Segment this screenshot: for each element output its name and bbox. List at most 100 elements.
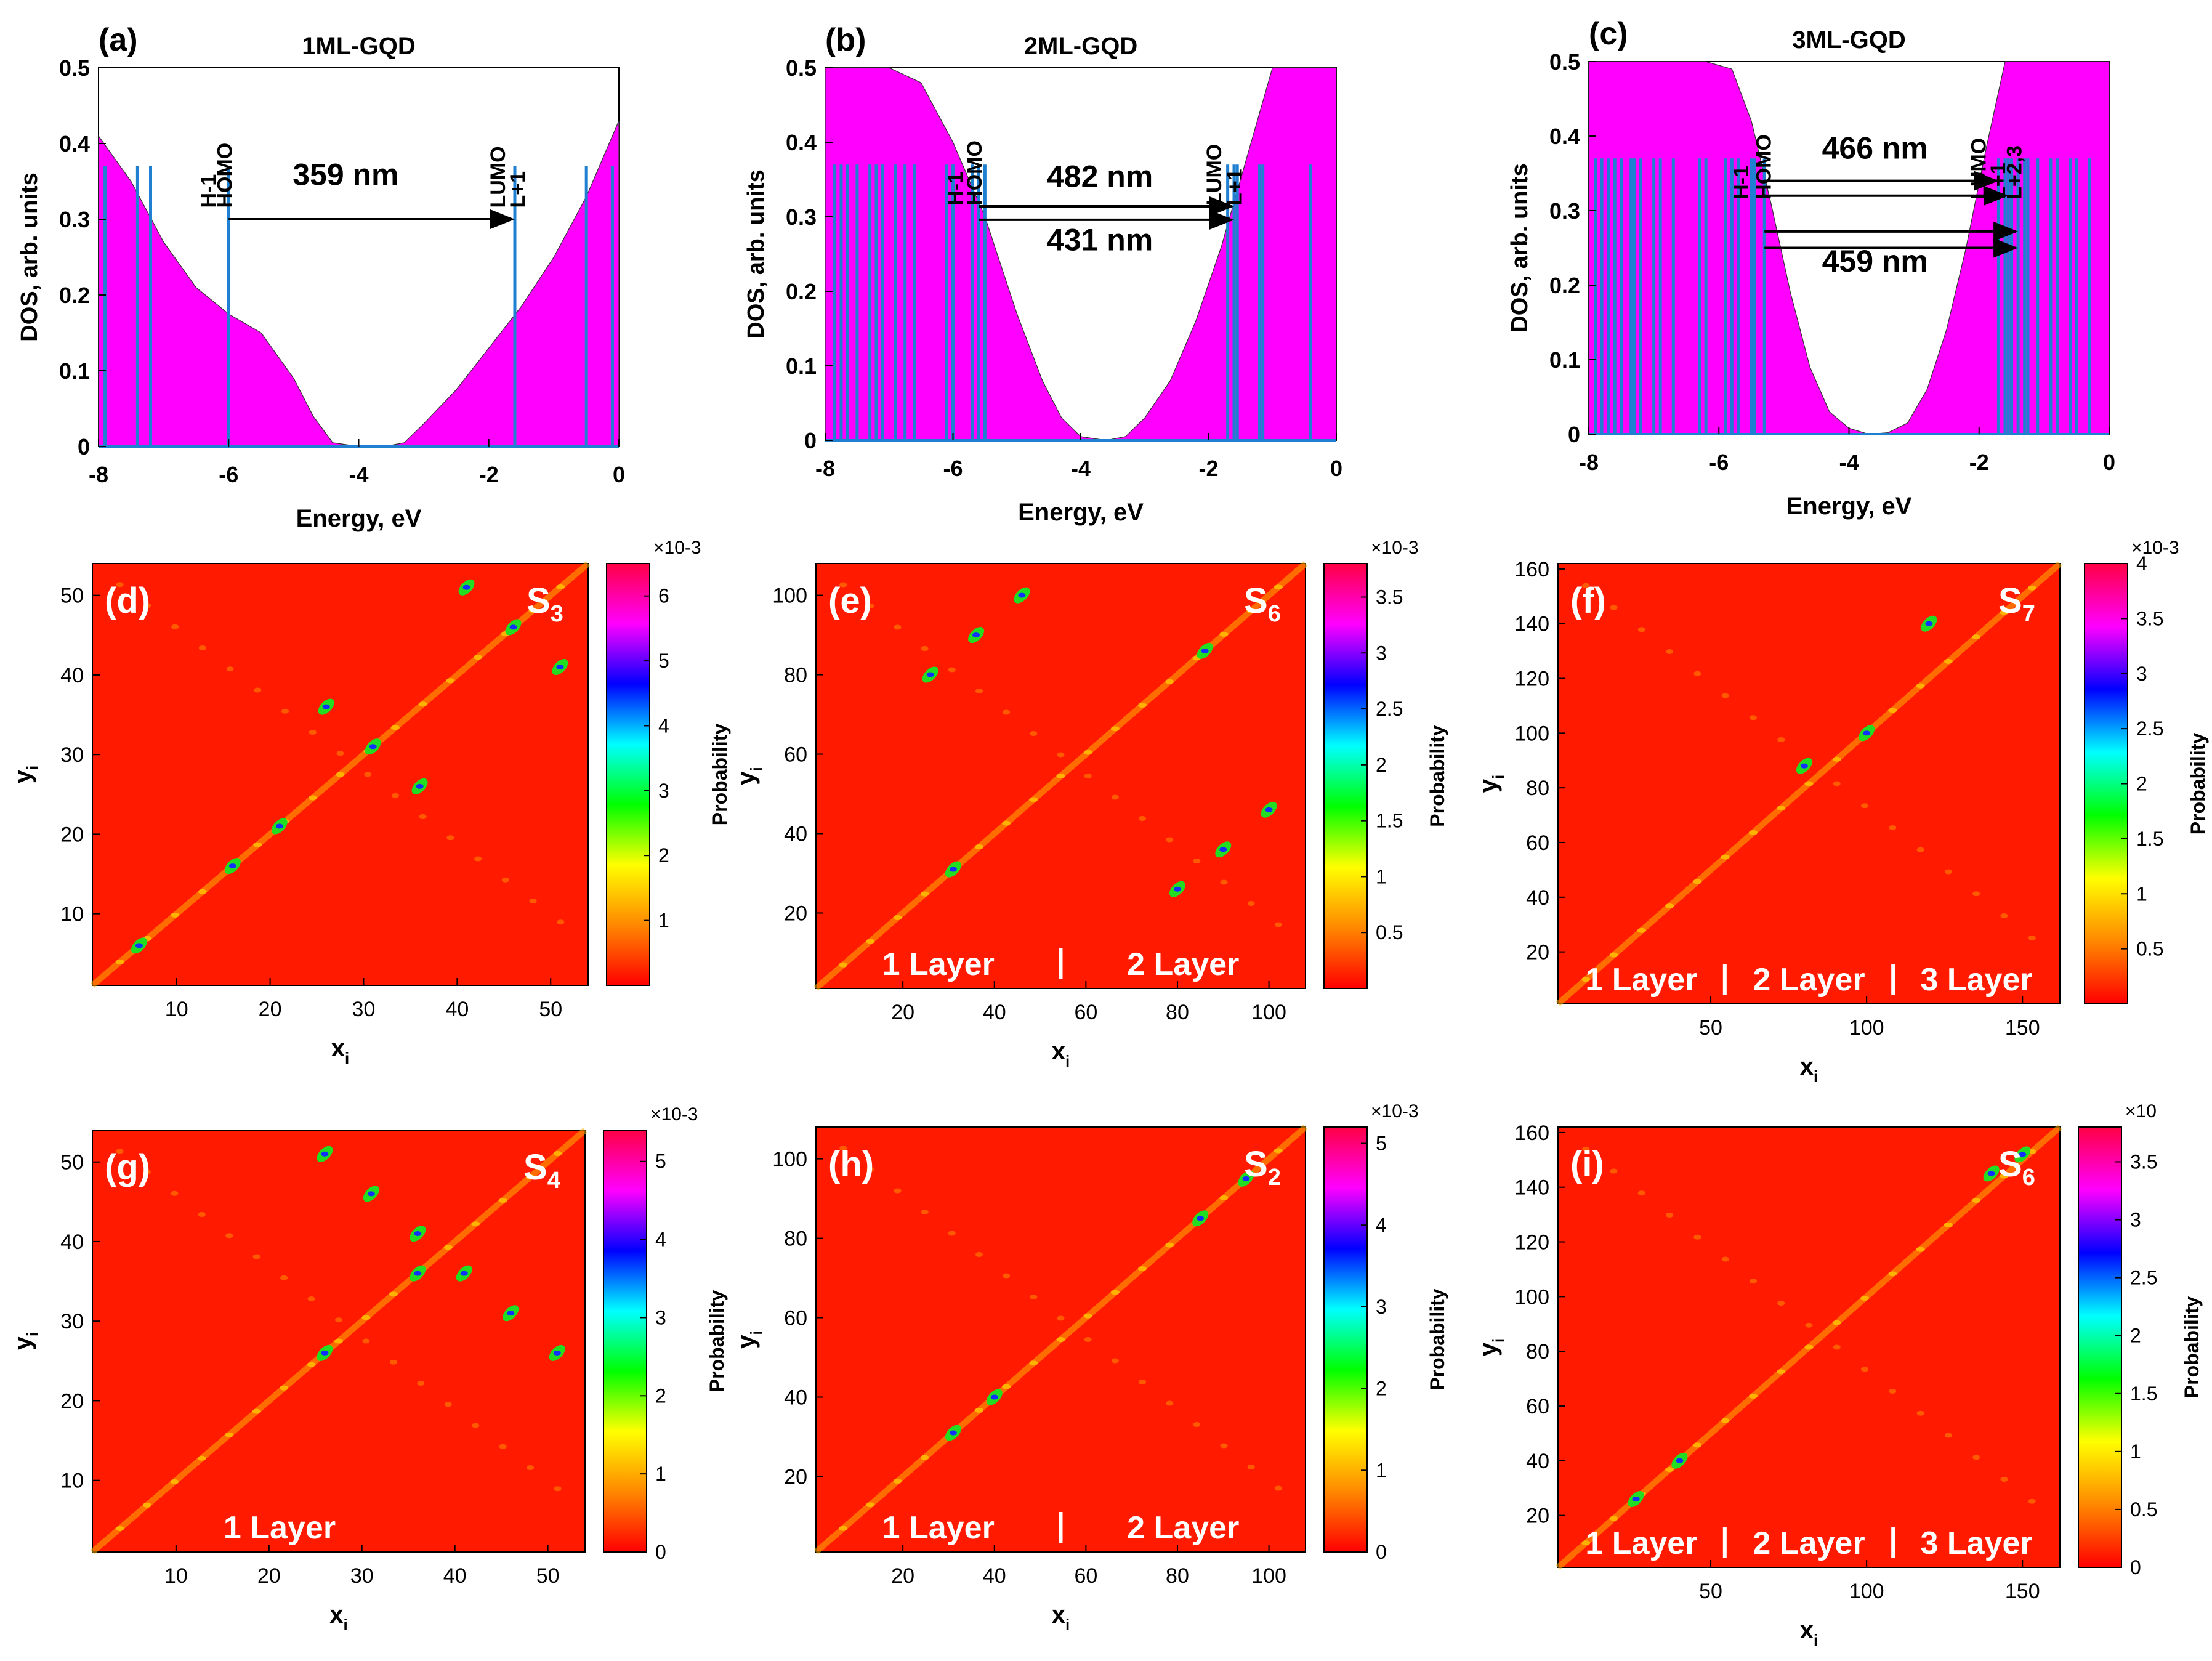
speckle	[839, 582, 847, 588]
speckle	[197, 1455, 206, 1461]
probability-peak	[972, 632, 980, 638]
y-tick-label: 0.5	[59, 55, 90, 81]
wavelength-annotation: 466 nm	[1822, 131, 1928, 165]
chart-title: 2ML-GQD	[1024, 33, 1137, 60]
speckle	[225, 1432, 234, 1437]
x-axis-label-main: x	[329, 1601, 343, 1628]
y-axis-label-subscript: i	[1489, 775, 1508, 779]
y-tick-label: 0.1	[59, 358, 90, 384]
colorbar-exponent: ×10-3	[1371, 1101, 1419, 1121]
speckle	[1832, 1320, 1841, 1325]
x-tick-label: -8	[1579, 450, 1599, 475]
speckle	[975, 844, 983, 849]
level-label: LUMO	[1967, 138, 1990, 200]
colorbar-tick-label: 3	[658, 780, 669, 802]
speckle	[1084, 774, 1092, 778]
speckle	[1609, 952, 1618, 958]
x-tick-label: 20	[891, 1001, 914, 1024]
colorbar-tick-label: 6	[658, 585, 669, 607]
x-tick-label: 30	[352, 998, 376, 1021]
colorbar	[1323, 563, 1368, 989]
x-tick-label: 50	[539, 998, 562, 1021]
speckle	[1083, 1313, 1092, 1319]
speckle	[1165, 679, 1174, 684]
speckle	[252, 1254, 260, 1259]
y-tick-label: 40	[60, 664, 84, 687]
speckle	[336, 772, 345, 777]
colorbar-tick-label: 2	[658, 844, 669, 867]
y-axis-label: yi	[733, 1330, 765, 1348]
x-tick-label: 100	[1251, 1564, 1286, 1588]
y-tick-label: 0.5	[1549, 49, 1580, 75]
y-tick-label: 0.3	[59, 207, 90, 232]
y-axis-label-subscript: i	[23, 766, 42, 770]
speckle	[1972, 634, 1981, 640]
speckle	[1274, 584, 1283, 590]
colorbar-tick-label: 0	[2130, 1556, 2141, 1578]
x-axis-label-subscript: i	[1814, 1067, 1818, 1086]
speckle	[1972, 1198, 1981, 1203]
speckle	[198, 1212, 206, 1217]
y-axis-label: yi	[733, 767, 765, 785]
level-label: LUMO	[1203, 144, 1226, 206]
x-tick-label: 20	[259, 998, 282, 1021]
colorbar-tick-label: 3	[655, 1306, 666, 1328]
x-axis-label-main: x	[331, 1035, 345, 1062]
speckle	[1832, 756, 1841, 762]
colorbar-label: Probability	[1426, 1288, 1448, 1391]
x-tick-label: 50	[536, 1564, 560, 1588]
speckle	[1944, 869, 1952, 875]
colorbar-tick-label: 1	[1376, 1459, 1387, 1481]
speckle	[307, 1362, 316, 1367]
y-axis-label: yi	[1475, 775, 1508, 793]
x-tick-label: -6	[943, 456, 963, 481]
x-tick-label: 50	[1699, 1016, 1722, 1040]
colorbar-tick-label: 1.5	[2136, 828, 2163, 850]
speckle	[143, 1170, 151, 1175]
y-tick-label: 100	[772, 584, 807, 608]
speckle	[1805, 1322, 1813, 1328]
colorbar-exponent: ×10	[2125, 1101, 2157, 1121]
speckle	[225, 1233, 233, 1239]
y-tick-label: 160	[1514, 1121, 1549, 1145]
probability-peak	[1800, 763, 1808, 769]
probability-peak	[990, 1394, 998, 1400]
speckle	[975, 689, 983, 693]
x-axis-label: xi	[329, 1601, 347, 1634]
speckle	[2027, 585, 2036, 591]
state-label-subscript: 3	[551, 601, 563, 627]
x-tick-label: 10	[165, 998, 188, 1021]
speckle	[975, 1252, 983, 1257]
y-tick-label: 0.2	[59, 283, 90, 308]
level-label: H-1	[944, 172, 967, 206]
probability-peak	[416, 783, 424, 789]
speckle	[1916, 1410, 1924, 1416]
speckle	[1833, 1344, 1841, 1350]
speckle	[336, 751, 344, 756]
speckle	[1057, 752, 1065, 758]
y-tick-label: 0.3	[786, 204, 817, 230]
y-tick-label: 0.2	[1549, 273, 1580, 298]
level-label: H-1	[1730, 166, 1753, 200]
probability-peak	[1863, 730, 1871, 736]
y-tick-label: 40	[1526, 886, 1549, 910]
speckle	[252, 1408, 261, 1414]
panel-label: (d)	[105, 581, 150, 621]
probability-peak	[2019, 1152, 2027, 1157]
y-tick-label: 20	[784, 902, 807, 925]
x-axis-label: xi	[1052, 1601, 1070, 1634]
y-tick-label: 0.4	[786, 130, 817, 155]
speckle	[1002, 820, 1011, 826]
speckle	[1804, 1344, 1814, 1350]
y-axis-label-main: y	[733, 771, 760, 785]
speckle	[527, 1465, 535, 1470]
speckle	[1166, 1400, 1174, 1406]
x-axis-label-subscript: i	[345, 1049, 349, 1067]
colorbar-tick-label: 3	[1376, 642, 1387, 664]
speckle	[1889, 825, 1897, 830]
colorbar-tick-label: 0.5	[1376, 921, 1403, 944]
speckle	[444, 1402, 452, 1407]
x-tick-label: 10	[164, 1564, 188, 1588]
speckle	[1944, 658, 1953, 664]
